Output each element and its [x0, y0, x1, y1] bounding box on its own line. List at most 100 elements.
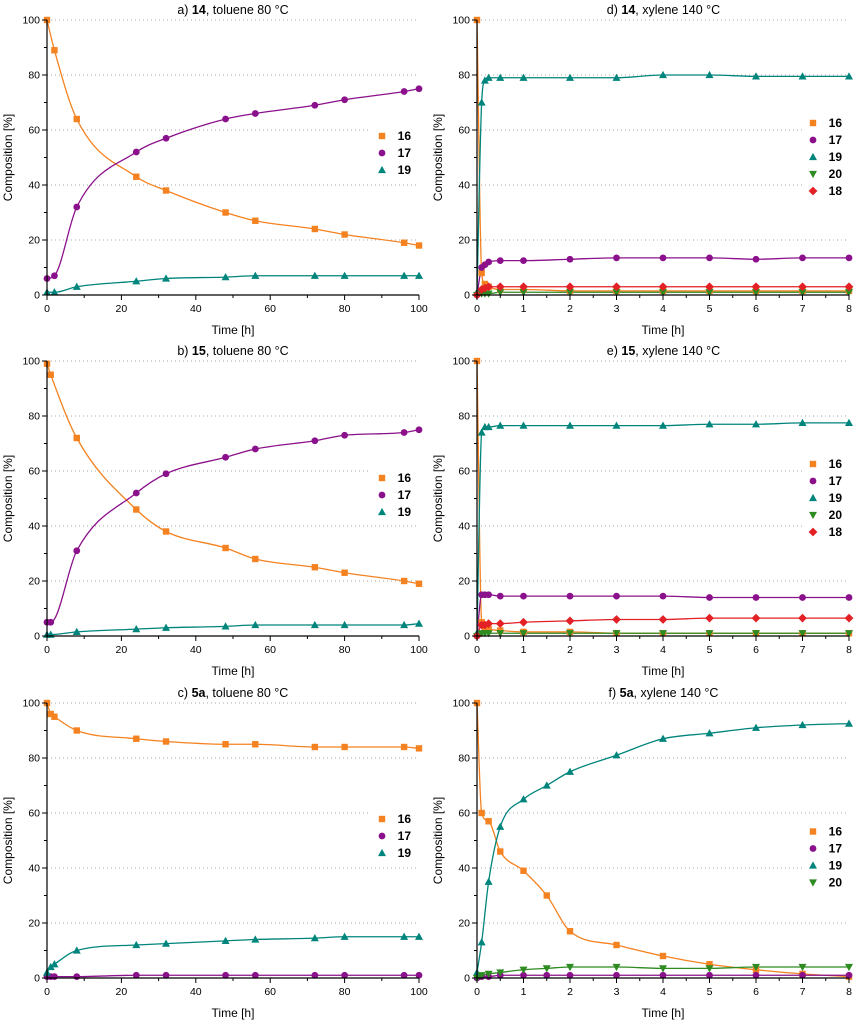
- panel-b-legend: 16 17 19: [370, 469, 416, 520]
- svg-text:100: 100: [410, 303, 428, 315]
- y-axis-label: Composition [%]: [1, 797, 15, 884]
- gridlines: [47, 19, 419, 241]
- circle-marker-icon: [809, 845, 817, 852]
- triangle-up-marker-icon: [377, 166, 386, 174]
- svg-text:80: 80: [28, 753, 40, 765]
- svg-text:0: 0: [34, 290, 40, 302]
- legend-label: 16: [397, 470, 411, 485]
- title-compound: 5a: [619, 686, 634, 700]
- svg-text:6: 6: [753, 303, 759, 315]
- gridlines: [47, 360, 419, 582]
- fit-curve-19: [477, 722, 849, 973]
- svg-text:0: 0: [474, 986, 480, 998]
- svg-text:80: 80: [28, 70, 40, 82]
- fit-curves: [47, 702, 419, 978]
- svg-text:7: 7: [800, 303, 806, 315]
- triangle-up-marker-icon: [377, 849, 386, 857]
- svg-text:80: 80: [28, 411, 40, 423]
- axes: 0 20 40 60 80 100 0 20 40 60 80 100: [22, 15, 427, 316]
- panel-a-plot: 0 20 40 60 80 100 0 20 40 60 80 100 Time [h] Composit…: [1, 15, 428, 338]
- square-marker-icon: [378, 133, 385, 140]
- series-19-points: [43, 619, 423, 638]
- legend-label: 16: [397, 129, 411, 144]
- title-prefix: f): [608, 686, 620, 700]
- panel-b: b) 15, toluene 80 °C 0 20 40 60 80 100 0 20 40 60…: [0, 341, 430, 683]
- square-marker-icon: [809, 828, 816, 835]
- title-suffix: , toluene 80 °C: [205, 3, 289, 17]
- legend-label: 16: [397, 812, 411, 827]
- legend-label: 16: [828, 824, 842, 839]
- fit-curve-16: [47, 363, 419, 585]
- fit-curve-16: [477, 19, 849, 292]
- title-suffix: , toluene 80 °C: [205, 686, 289, 700]
- fit-curve-16: [477, 360, 849, 634]
- svg-text:20: 20: [116, 644, 128, 656]
- svg-text:60: 60: [28, 466, 40, 478]
- fit-curve-16: [47, 702, 419, 750]
- legend-item-16: 16: [376, 130, 411, 142]
- circle-marker-icon: [378, 491, 386, 499]
- svg-text:20: 20: [116, 986, 128, 998]
- legend-label: 17: [397, 146, 411, 161]
- svg-text:0: 0: [464, 973, 470, 985]
- svg-text:6: 6: [753, 986, 759, 998]
- svg-text:20: 20: [28, 576, 40, 588]
- fit-curve-19: [47, 275, 419, 293]
- svg-text:60: 60: [28, 808, 40, 820]
- svg-text:60: 60: [458, 466, 470, 478]
- svg-text:40: 40: [458, 180, 470, 192]
- fit-curves: [47, 19, 419, 293]
- svg-text:100: 100: [452, 698, 470, 710]
- svg-text:2: 2: [567, 644, 573, 656]
- fit-curve-16: [47, 19, 419, 247]
- title-prefix: e): [606, 344, 622, 358]
- legend-item-17: 17: [807, 134, 842, 146]
- panel-c-plot: 0 20 40 60 80 100 0 20 40 60 80 100 Time [h] Composit…: [1, 698, 428, 1021]
- svg-text:100: 100: [410, 644, 428, 656]
- legend-item-18: 18: [807, 526, 842, 538]
- svg-text:100: 100: [22, 356, 40, 368]
- panel-a-legend: 16 17 19: [370, 128, 416, 179]
- series-19-points: [473, 719, 853, 976]
- panel-c-legend: 16 17 19: [370, 811, 416, 862]
- svg-text:60: 60: [264, 303, 276, 315]
- svg-text:0: 0: [474, 303, 480, 315]
- legend-item-16: 16: [376, 813, 411, 825]
- series-19-points: [43, 932, 423, 976]
- legend-label: 19: [828, 491, 842, 506]
- svg-text:4: 4: [660, 644, 666, 656]
- x-axis-label: Time [h]: [642, 1006, 685, 1020]
- series-18-points: [472, 282, 854, 300]
- legend-item-17: 17: [376, 830, 411, 842]
- svg-text:20: 20: [458, 235, 470, 247]
- y-axis-label: Composition [%]: [431, 114, 445, 201]
- triangle-down-marker-icon: [808, 170, 817, 178]
- legend-label: 20: [828, 508, 842, 523]
- legend-item-20: 20: [807, 876, 842, 888]
- legend-label: 16: [828, 457, 842, 472]
- panel-d-legend: 16 17 19 20 18: [801, 114, 847, 199]
- svg-text:40: 40: [458, 863, 470, 875]
- legend-label: 19: [828, 149, 842, 164]
- panel-c: c) 5a, toluene 80 °C 0 20 40 60 80 100 0 20 40 60…: [0, 683, 430, 1024]
- title-compound: 15: [621, 344, 636, 358]
- square-marker-icon: [378, 816, 385, 823]
- fit-curves: [477, 19, 849, 296]
- fit-curve-17: [47, 974, 419, 978]
- legend-label: 17: [828, 132, 842, 147]
- svg-text:1: 1: [521, 303, 527, 315]
- svg-text:40: 40: [458, 521, 470, 533]
- panel-f: f) 5a, xylene 140 °C 0 1 2 3 4 5 6 7 8 0 20 40 60 80 1…: [430, 683, 861, 1024]
- legend-item-17: 17: [376, 489, 411, 501]
- legend-item-19: 19: [376, 506, 411, 518]
- svg-text:0: 0: [44, 303, 50, 315]
- title-suffix: , xylene 140 °C: [633, 686, 719, 700]
- legend-item-17: 17: [807, 475, 842, 487]
- legend-label: 18: [828, 525, 842, 540]
- svg-text:20: 20: [28, 918, 40, 930]
- y-axis-label: Composition [%]: [1, 114, 15, 201]
